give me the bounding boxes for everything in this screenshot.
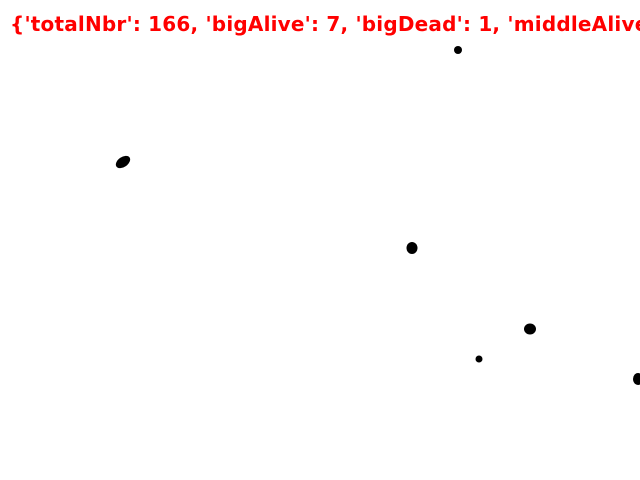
- blob: [115, 155, 131, 169]
- blob: [454, 46, 462, 54]
- blob: [633, 373, 640, 385]
- blob: [475, 355, 483, 363]
- stats-overlay-text: {'totalNbr': 166, 'bigAlive': 7, 'bigDea…: [10, 12, 640, 36]
- blob: [524, 323, 536, 335]
- blob: [406, 242, 418, 254]
